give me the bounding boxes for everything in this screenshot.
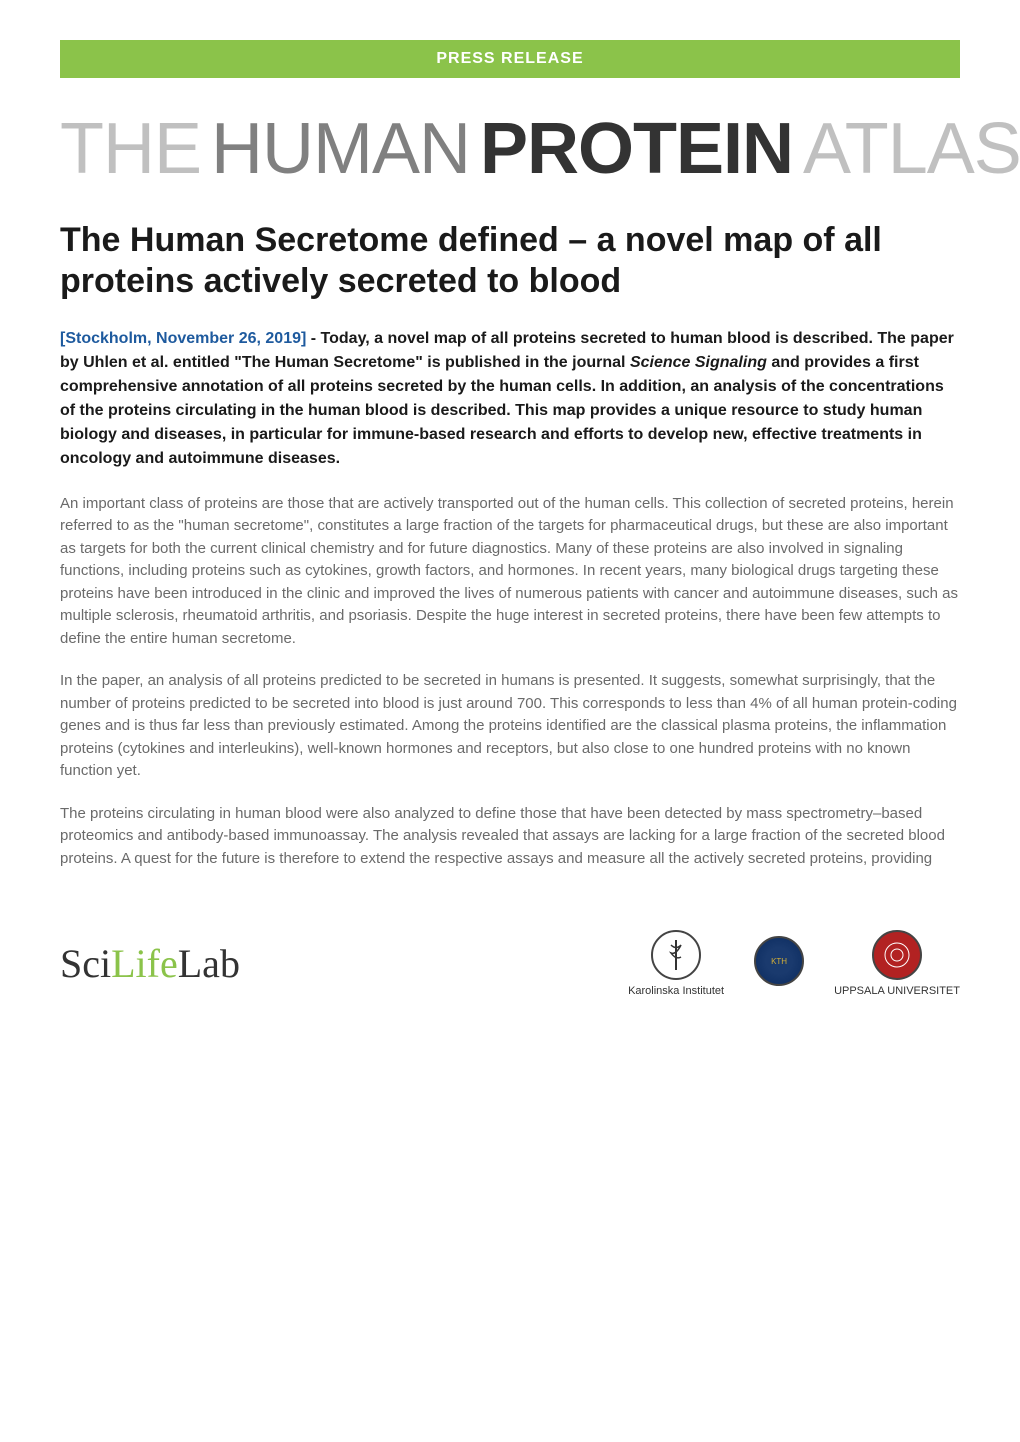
logo-word-the: THE (60, 108, 201, 190)
logo-word-protein: PROTEIN (480, 108, 793, 190)
footer-right: Karolinska Institutet KTH UPPSALA UNIVER… (628, 930, 960, 997)
scilifelab-logo: SciLifeLab (60, 940, 240, 987)
lead-separator: - (306, 330, 320, 347)
uppsala-seal-icon (882, 940, 912, 970)
karolinska-emblem (651, 930, 701, 980)
uppsala-logo: UPPSALA UNIVERSITET (834, 930, 960, 997)
karolinska-logo: Karolinska Institutet (628, 930, 724, 997)
uppsala-label: UPPSALA UNIVERSITET (834, 985, 960, 997)
body-paragraph-1: An important class of proteins are those… (60, 493, 960, 651)
scilife-part1: Sci (60, 941, 111, 986)
article-headline: The Human Secretome defined – a novel ma… (60, 220, 960, 302)
banner-label: PRESS RELEASE (436, 50, 583, 67)
footer-logos: SciLifeLab Karolinska Institutet KTH (60, 910, 960, 997)
body-paragraph-2: In the paper, an analysis of all protein… (60, 670, 960, 783)
caduceus-icon (656, 935, 696, 975)
scilife-part3: Lab (178, 941, 240, 986)
footer-left: SciLifeLab (60, 940, 240, 987)
press-release-banner: PRESS RELEASE (60, 40, 960, 78)
dateline: [Stockholm, November 26, 2019] (60, 330, 306, 347)
hpa-logo-title: THE HUMAN PROTEIN ATLAS (60, 108, 960, 190)
uppsala-emblem (872, 930, 922, 980)
kth-emblem: KTH (754, 936, 804, 986)
lead-paragraph: [Stockholm, November 26, 2019] - Today, … (60, 327, 960, 471)
scilife-part2-green: Life (111, 941, 178, 986)
body-paragraph-3: The proteins circulating in human blood … (60, 803, 960, 871)
karolinska-label: Karolinska Institutet (628, 985, 724, 997)
kth-emblem-text: KTH (771, 957, 787, 966)
logo-word-human: HUMAN (211, 108, 470, 190)
logo-word-atlas: ATLAS (803, 108, 1020, 190)
lead-italic-journal: Science Signaling (630, 354, 767, 371)
kth-logo: KTH (754, 936, 804, 991)
